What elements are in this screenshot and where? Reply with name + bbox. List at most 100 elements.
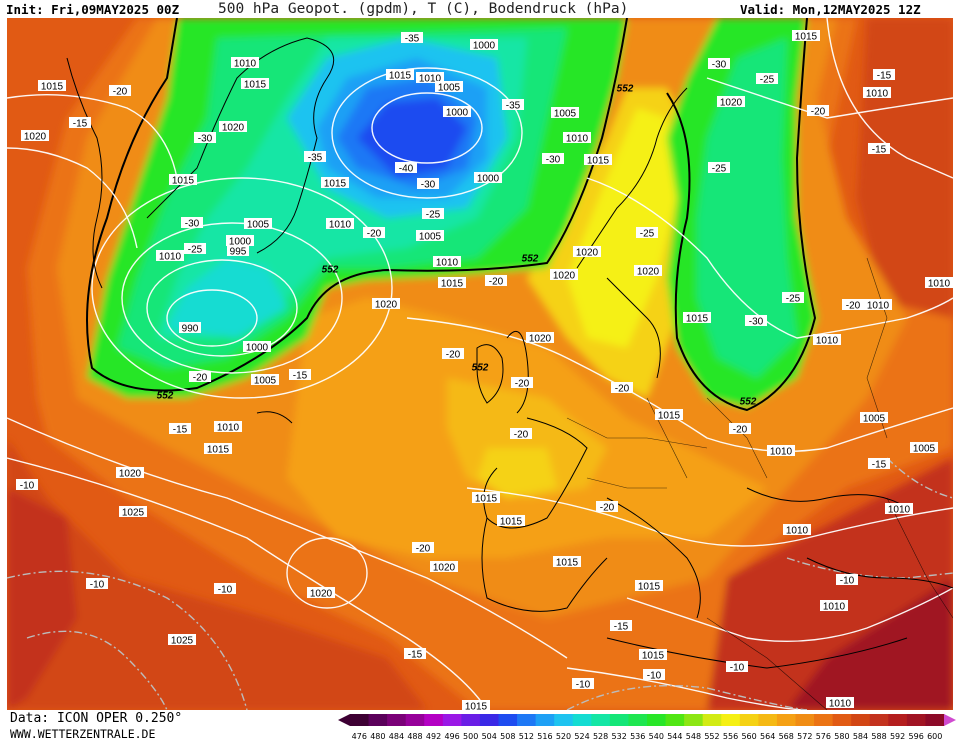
temperature-value: -15	[293, 371, 308, 382]
temperature-value: -15	[872, 460, 887, 471]
pressure-label-bg	[433, 256, 461, 267]
pressure-label: 1000	[470, 39, 498, 52]
pressure-label: 1020	[372, 298, 400, 311]
temperature-value: -30	[749, 317, 764, 328]
pressure-value: 990	[182, 324, 199, 335]
pressure-label-bg	[717, 96, 745, 107]
pressure-value: 1010	[823, 602, 846, 613]
legend-swatch	[906, 714, 926, 726]
pressure-label: 990	[179, 322, 201, 335]
pressure-value: 1005	[254, 376, 277, 387]
geopotential-label: 552	[522, 254, 539, 265]
pressure-label-bg	[438, 277, 466, 288]
pressure-label: 1015	[497, 515, 525, 528]
temperature-label-bg	[708, 58, 730, 69]
pressure-label: 1010	[767, 445, 795, 458]
pressure-value: 1010	[329, 220, 352, 231]
pressure-value: 1010	[928, 279, 951, 290]
pressure-value: 1020	[310, 589, 333, 600]
pressure-value: 1015	[587, 156, 610, 167]
temperature-label: -15	[868, 458, 890, 471]
pressure-value: 1020	[119, 469, 142, 480]
legend-arrow-right	[944, 714, 956, 726]
geopotential-value: 552	[472, 363, 489, 374]
legend-tick-label: 544	[667, 732, 682, 741]
legend-tick-label: 540	[649, 732, 664, 741]
temperature-label: -10	[726, 661, 748, 674]
temperature-label: -30	[181, 217, 203, 230]
legend-tick-label: 504	[482, 732, 497, 741]
temperature-value: -15	[872, 145, 887, 156]
pressure-value: 1020	[222, 123, 245, 134]
pressure-value: 1025	[171, 636, 194, 647]
temperature-label: -20	[442, 348, 464, 361]
pressure-label-bg	[326, 218, 354, 229]
pressure-label: 1010	[563, 132, 591, 145]
legend-swatch	[758, 714, 778, 726]
temperature-label-bg	[807, 105, 829, 116]
pressure-label-bg	[251, 374, 279, 385]
legend-swatch	[684, 714, 704, 726]
temperature-label: -20	[611, 382, 633, 395]
pressure-label: 1015	[639, 649, 667, 662]
pressure-value: 1020	[529, 334, 552, 345]
legend-tick-label: 524	[574, 732, 589, 741]
legend-tick-label: 584	[853, 732, 868, 741]
pressure-label: 1020	[526, 332, 554, 345]
pressure-value: 1015	[795, 32, 818, 43]
pressure-value: 1015	[475, 494, 498, 505]
pressure-label: 1020	[219, 121, 247, 134]
temperature-label-bg	[417, 178, 439, 189]
temperature-label: -40	[395, 162, 417, 175]
temperature-label-bg	[395, 162, 417, 173]
pressure-value: 1010	[234, 59, 257, 70]
legend-swatch	[368, 714, 388, 726]
pressure-label: 1015	[321, 177, 349, 190]
pressure-label-bg	[243, 341, 271, 352]
temperature-label: -20	[807, 105, 829, 118]
temperature-value: -20	[811, 107, 826, 118]
contour-labels: 1015102010101015102010151005100099510109…	[16, 30, 953, 710]
pressure-label: 1005	[910, 442, 938, 455]
temperature-label-bg	[422, 208, 444, 219]
temperature-value: -20	[367, 229, 382, 240]
pressure-value: 1010	[866, 89, 889, 100]
temperature-label: -10	[836, 574, 858, 587]
pressure-value: 1005	[913, 444, 936, 455]
legend-swatch	[424, 714, 444, 726]
temperature-label: -15	[404, 648, 426, 661]
pressure-label-bg	[860, 412, 888, 423]
pressure-label-bg	[470, 39, 498, 50]
temperature-label-bg	[636, 227, 658, 238]
temperature-label-bg	[868, 143, 890, 154]
data-source: Data: ICON OPER 0.250°	[10, 711, 183, 726]
pressure-label: 1015	[386, 69, 414, 82]
temperature-value: -30	[185, 219, 200, 230]
pressure-label-bg	[116, 467, 144, 478]
geopotential-value: 552	[322, 265, 339, 276]
pressure-label-bg	[38, 80, 66, 91]
pressure-value: 1015	[207, 445, 230, 456]
temperature-value: -20	[416, 544, 431, 555]
pressure-value: 1000	[473, 41, 496, 52]
legend-tick-label: 512	[519, 732, 534, 741]
pressure-value: 1010	[566, 134, 589, 145]
pressure-label-bg	[863, 87, 891, 98]
pressure-value: 1020	[553, 271, 576, 282]
pressure-label-bg	[573, 246, 601, 257]
legend-swatch	[591, 714, 611, 726]
pressure-label: 1015	[241, 78, 269, 91]
pressure-label: 1010	[231, 57, 259, 70]
pressure-label-bg	[372, 298, 400, 309]
temperature-label-bg	[69, 117, 91, 128]
pressure-label: 1015	[169, 174, 197, 187]
pressure-value: 1010	[217, 423, 240, 434]
geopotential-label: 552	[322, 265, 339, 276]
pressure-label-bg	[864, 299, 892, 310]
geopotential-label: 552	[740, 397, 757, 408]
legend-tick-label: 480	[370, 732, 385, 741]
pressure-value: 1020	[720, 98, 743, 109]
temperature-label: -15	[873, 69, 895, 82]
pressure-value: 1010	[770, 447, 793, 458]
pressure-label: 1005	[860, 412, 888, 425]
